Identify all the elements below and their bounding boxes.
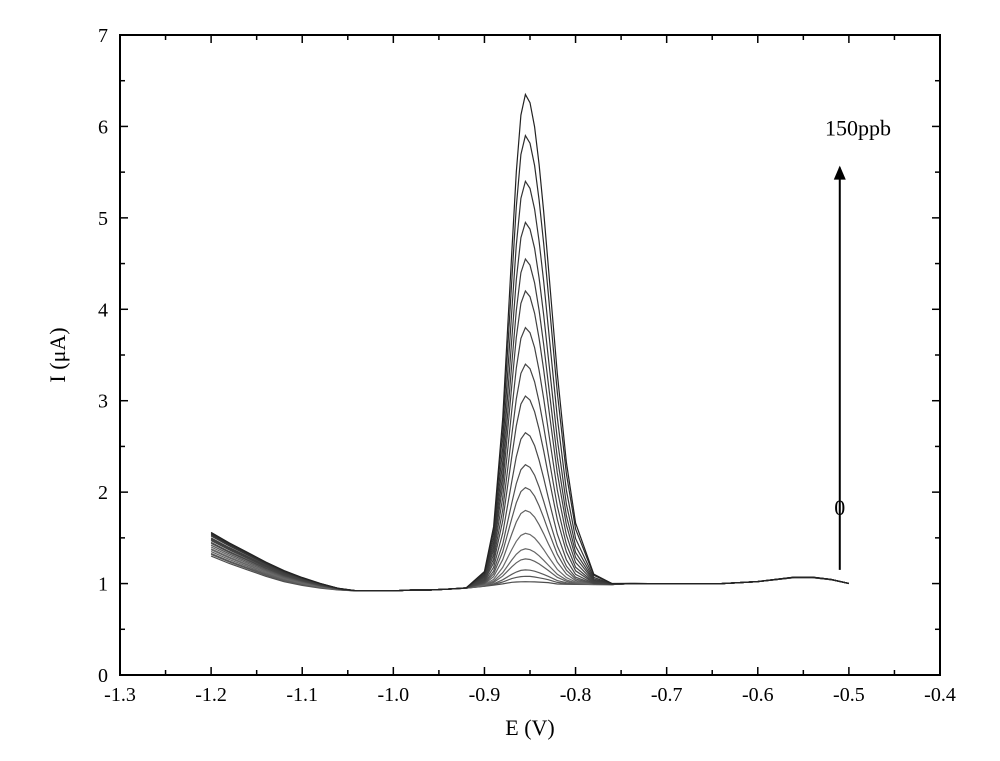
arrowhead-icon <box>834 166 846 180</box>
annotation-top-label: 150ppb <box>825 116 891 141</box>
y-axis-label: I (μA) <box>45 327 70 382</box>
svg-text:3: 3 <box>98 391 108 413</box>
svg-text:4: 4 <box>98 299 108 321</box>
svg-text:-1.1: -1.1 <box>286 684 318 706</box>
series-c8 <box>211 465 849 591</box>
svg-text:-0.7: -0.7 <box>651 684 683 706</box>
series-c7 <box>211 488 849 591</box>
series-c17 <box>211 136 849 591</box>
series-c16 <box>211 181 849 591</box>
annotations: 150ppb 0 <box>825 116 891 570</box>
series-c18 <box>211 94 849 591</box>
series-c3 <box>211 552 849 591</box>
svg-text:2: 2 <box>98 482 108 504</box>
series-c13 <box>211 291 849 591</box>
series-c14 <box>211 259 849 591</box>
voltammogram-chart: -1.3 -1.2 -1.1 -1.0 -0.9 -0.8 -0.7 -0.6 -0.5 -0.4… <box>0 0 1000 761</box>
y-axis: 0 1 2 3 4 5 6 7 <box>98 25 940 687</box>
annotation-bottom-label: 0 <box>834 495 845 520</box>
svg-text:-0.6: -0.6 <box>742 684 774 706</box>
series-c11 <box>211 364 849 591</box>
chart-container: { "chart": { "type": "line", "background… <box>0 0 1000 761</box>
svg-text:-0.4: -0.4 <box>924 684 956 706</box>
series-c10 <box>211 396 849 591</box>
svg-text:6: 6 <box>98 116 108 138</box>
svg-text:7: 7 <box>98 25 108 47</box>
svg-text:1: 1 <box>98 574 108 596</box>
svg-text:-0.5: -0.5 <box>833 684 865 706</box>
svg-text:-1.0: -1.0 <box>377 684 409 706</box>
svg-text:0: 0 <box>98 665 108 687</box>
svg-text:-0.9: -0.9 <box>469 684 501 706</box>
series-c12 <box>211 328 849 591</box>
svg-text:-1.3: -1.3 <box>104 684 136 706</box>
series-c15 <box>211 222 849 591</box>
series-group <box>211 94 849 591</box>
x-axis-label: E (V) <box>505 715 554 740</box>
svg-text:-0.8: -0.8 <box>560 684 592 706</box>
svg-text:5: 5 <box>98 208 108 230</box>
svg-text:-1.2: -1.2 <box>195 684 227 706</box>
